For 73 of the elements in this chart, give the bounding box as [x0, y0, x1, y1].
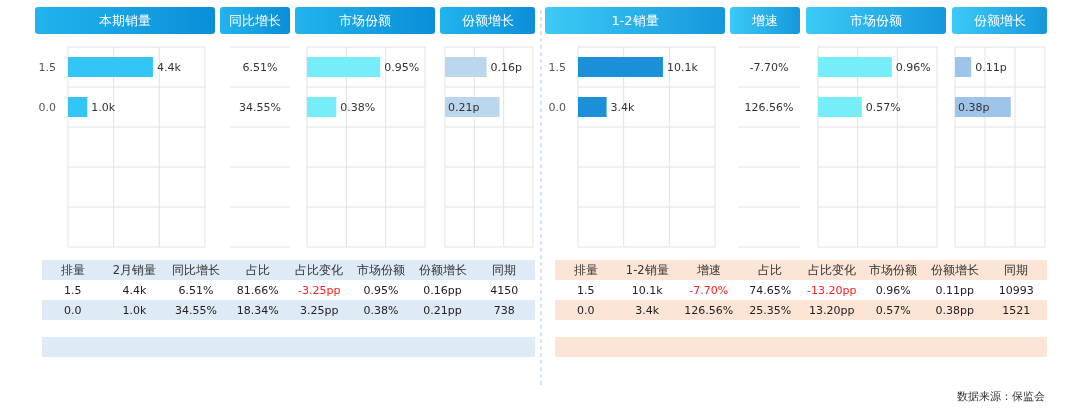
data-label: -13.20pp [807, 283, 857, 297]
data-label: 0.57% [865, 100, 901, 114]
data-label: 3.25pp [300, 303, 339, 317]
data-label: 3.4k [635, 303, 660, 317]
data-label: 0.96% [895, 60, 931, 74]
data-label: 4150 [490, 283, 519, 297]
data-label: 34.55% [239, 100, 281, 114]
data-label: 0.11p [975, 60, 1007, 74]
chart-title: 市场份额 [339, 13, 391, 28]
data-label: 10.1k [666, 60, 699, 74]
data-label: 1.0k [91, 100, 116, 114]
data-label: 1.5 [64, 283, 82, 297]
data-label: 4.4k [122, 283, 147, 297]
data-label: 4.4k [156, 60, 182, 74]
category-label: 同期 [1004, 263, 1029, 277]
data-label: 34.55% [175, 303, 218, 317]
data-label: 6.51% [178, 283, 214, 297]
data-label: 0.16pp [423, 283, 462, 297]
chart-title: 份额增长 [461, 13, 514, 28]
chart-title: 份额增长 [973, 13, 1026, 28]
text: 同比增长 [229, 13, 281, 28]
data-label: 25.35% [749, 303, 792, 317]
data-label: 0.0 [577, 303, 595, 317]
chart-title: 本期销量 [99, 13, 151, 28]
text: 增速 [751, 13, 778, 28]
source-note: 数据来源：保监会 [957, 389, 1045, 403]
data-label: 126.56% [744, 100, 794, 114]
data-label: 6.51% [242, 60, 278, 74]
data-label: 1.5 [577, 283, 595, 297]
category-label: 份额增长 [418, 263, 467, 277]
category-label: 增速 [695, 263, 721, 277]
category-label: 份额增长 [930, 263, 979, 277]
category-label: 占比变化 [807, 263, 856, 277]
category-label: 1-2销量 [625, 263, 669, 277]
data-label: 0.38% [340, 100, 376, 114]
data-label: 3.4k [610, 100, 636, 114]
data-label: 1521 [1002, 303, 1031, 317]
data-label: 81.66% [236, 283, 279, 297]
data-label: 0.38p [958, 100, 990, 114]
category-label: 市场份额 [869, 263, 918, 277]
data-label: 10.1k [631, 283, 664, 297]
category-label: 占比 [245, 263, 270, 277]
data-label: 0.38% [363, 303, 399, 317]
data-label: 126.56% [684, 303, 734, 317]
category-label: 占比 [758, 263, 783, 277]
category-label: 市场份额 [356, 263, 405, 277]
category-label: 同期 [492, 263, 517, 277]
data-label: 74.65% [749, 283, 792, 297]
category-label: 同比增长 [172, 263, 221, 277]
data-label: 0.0 [64, 303, 82, 317]
data-label: 738 [493, 303, 515, 317]
category-label: 排量 [573, 263, 598, 277]
category-label: 排量 [60, 263, 85, 277]
data-label: 1.0k [122, 303, 147, 317]
data-label: 13.20pp [809, 303, 855, 317]
category-label: 2月销量 [112, 263, 157, 277]
data-label: 0.11pp [935, 283, 974, 297]
data-label: 18.34% [236, 303, 279, 317]
data-label: 0.57% [875, 303, 911, 317]
data-label: 0.21p [448, 100, 480, 114]
chart-title: 市场份额 [850, 13, 902, 28]
chart-title: 1-2销量 [611, 13, 659, 28]
data-label: 0.95% [363, 283, 399, 297]
category-label: 占比变化 [295, 263, 344, 277]
data-label: 0.96% [875, 283, 911, 297]
data-label: -3.25pp [298, 283, 341, 297]
data-label: -7.70% [689, 283, 729, 297]
data-label: 0.16p [490, 60, 523, 74]
data-label: 0.38pp [935, 303, 974, 317]
data-label: -7.70% [749, 60, 789, 74]
data-label: 0.95% [384, 60, 420, 74]
data-label: 10993 [998, 283, 1034, 297]
data-label: 0.21pp [423, 303, 462, 317]
